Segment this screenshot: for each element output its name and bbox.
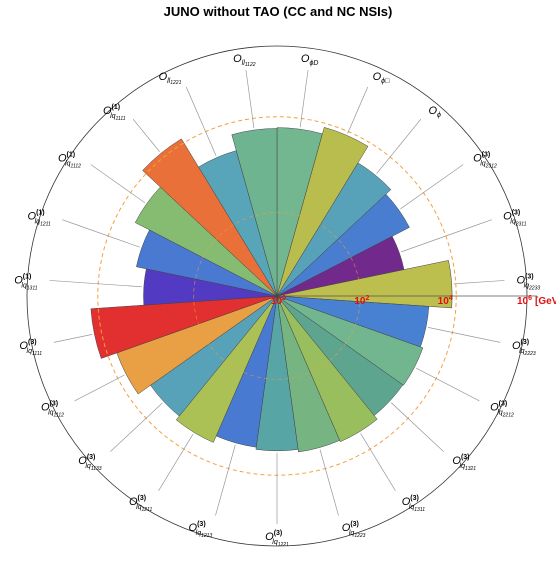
operator-label-4: O(3) lq2311 bbox=[503, 210, 527, 228]
leader-line-9 bbox=[360, 433, 390, 480]
leader-tip-1 bbox=[362, 86, 369, 99]
leader-tip-17 bbox=[49, 280, 63, 282]
operator-label-20: O(1) lq1111 bbox=[103, 104, 126, 122]
operator-label-9: O(3) lq1311 bbox=[402, 495, 426, 513]
leader-line-8 bbox=[390, 402, 435, 444]
bar-9 bbox=[276, 295, 378, 443]
operator-label-6: O(3) lq2223 bbox=[512, 339, 536, 357]
leader-tip-12 bbox=[215, 502, 220, 516]
leader-tip-0 bbox=[305, 70, 309, 84]
bar-16 bbox=[90, 295, 278, 359]
leader-line-17 bbox=[62, 280, 142, 288]
leader-line-6 bbox=[427, 327, 488, 341]
bar-13 bbox=[175, 295, 278, 443]
operator-label-14: O(3) lq1133 bbox=[78, 454, 102, 472]
chart-title: JUNO without TAO (CC and NC NSIs) bbox=[163, 4, 393, 19]
leader-tip-4 bbox=[479, 219, 492, 225]
leader-tip-9 bbox=[388, 479, 396, 491]
leader-tip-16 bbox=[53, 339, 67, 343]
leader-line-3 bbox=[400, 171, 453, 210]
leader-line-16 bbox=[66, 334, 93, 341]
leader-tip-18 bbox=[62, 219, 75, 225]
leader-tip-22 bbox=[245, 70, 249, 84]
operator-label-22: Oll1122 bbox=[233, 53, 256, 68]
leader-line-0 bbox=[299, 82, 307, 128]
operator-label-15: O(3) lq1112 bbox=[41, 400, 64, 418]
radial-tick-label-3: 106[GeV] bbox=[517, 295, 556, 307]
leader-line-21 bbox=[191, 98, 217, 156]
operator-label-2: Oϕ bbox=[428, 105, 441, 119]
leader-line-15 bbox=[85, 374, 125, 396]
operator-label-21: Oll1221 bbox=[159, 71, 182, 86]
operator-label-13: O(3) lq1211 bbox=[129, 495, 153, 513]
operator-label-12: O(3) lq1213 bbox=[189, 521, 213, 539]
radial-tick-label-0: 100 bbox=[271, 295, 286, 307]
leader-line-2 bbox=[376, 129, 413, 174]
bar-7 bbox=[276, 295, 424, 386]
radial-tick-label-1: 102 bbox=[354, 295, 369, 307]
leader-line-4 bbox=[401, 223, 480, 253]
leader-tip-19 bbox=[90, 164, 102, 173]
leader-tip-2 bbox=[412, 118, 422, 130]
operator-label-0: OϕD bbox=[301, 53, 319, 67]
bar-10 bbox=[276, 295, 341, 453]
leader-line-5 bbox=[453, 280, 492, 285]
leader-line-14 bbox=[119, 402, 163, 444]
bar-3 bbox=[276, 193, 410, 297]
leader-tip-3 bbox=[452, 164, 464, 173]
leader-tip-10 bbox=[334, 502, 339, 516]
leader-line-1 bbox=[347, 98, 363, 134]
leader-line-22 bbox=[247, 82, 255, 129]
leader-tip-15 bbox=[74, 394, 87, 402]
operator-label-18: O(1) lq1211 bbox=[28, 210, 52, 228]
operator-label-3: O(3) lq2312 bbox=[473, 152, 497, 170]
operator-label-7: O(3) lq2212 bbox=[490, 400, 514, 418]
operator-label-10: O(3) lq1223 bbox=[342, 521, 366, 539]
leader-line-10 bbox=[319, 449, 336, 504]
leader-line-19 bbox=[101, 171, 146, 204]
leader-tip-13 bbox=[158, 479, 166, 491]
operator-label-8: O(3) lq1321 bbox=[452, 454, 476, 472]
operator-label-5: O(3) lq2233 bbox=[516, 274, 540, 292]
bar-20 bbox=[142, 138, 278, 297]
operator-label-1: Oϕ□ bbox=[373, 71, 390, 85]
leader-tip-8 bbox=[433, 442, 444, 452]
leader-line-18 bbox=[74, 223, 140, 248]
leader-tip-5 bbox=[491, 280, 505, 282]
leader-tip-7 bbox=[467, 394, 480, 402]
leader-line-12 bbox=[218, 444, 236, 504]
leader-tip-20 bbox=[132, 118, 142, 130]
radial-tick-label-2: 104 bbox=[438, 295, 453, 307]
leader-tip-6 bbox=[487, 339, 501, 343]
leader-line-20 bbox=[141, 129, 160, 152]
leader-line-13 bbox=[164, 433, 194, 480]
operator-label-11: O(3) lq1221 bbox=[265, 530, 289, 548]
operator-label-17: O(1) lq1311 bbox=[14, 274, 38, 292]
bar-1 bbox=[276, 127, 369, 297]
operator-label-19: O(1) lq1112 bbox=[58, 152, 81, 170]
leader-tip-14 bbox=[110, 442, 121, 452]
leader-line-7 bbox=[416, 367, 469, 396]
bar-2 bbox=[276, 162, 392, 297]
bar-11 bbox=[255, 295, 299, 452]
operator-label-16: O(3) lq1111 bbox=[19, 339, 42, 357]
leader-tip-21 bbox=[185, 86, 192, 99]
bar-22 bbox=[231, 128, 278, 297]
